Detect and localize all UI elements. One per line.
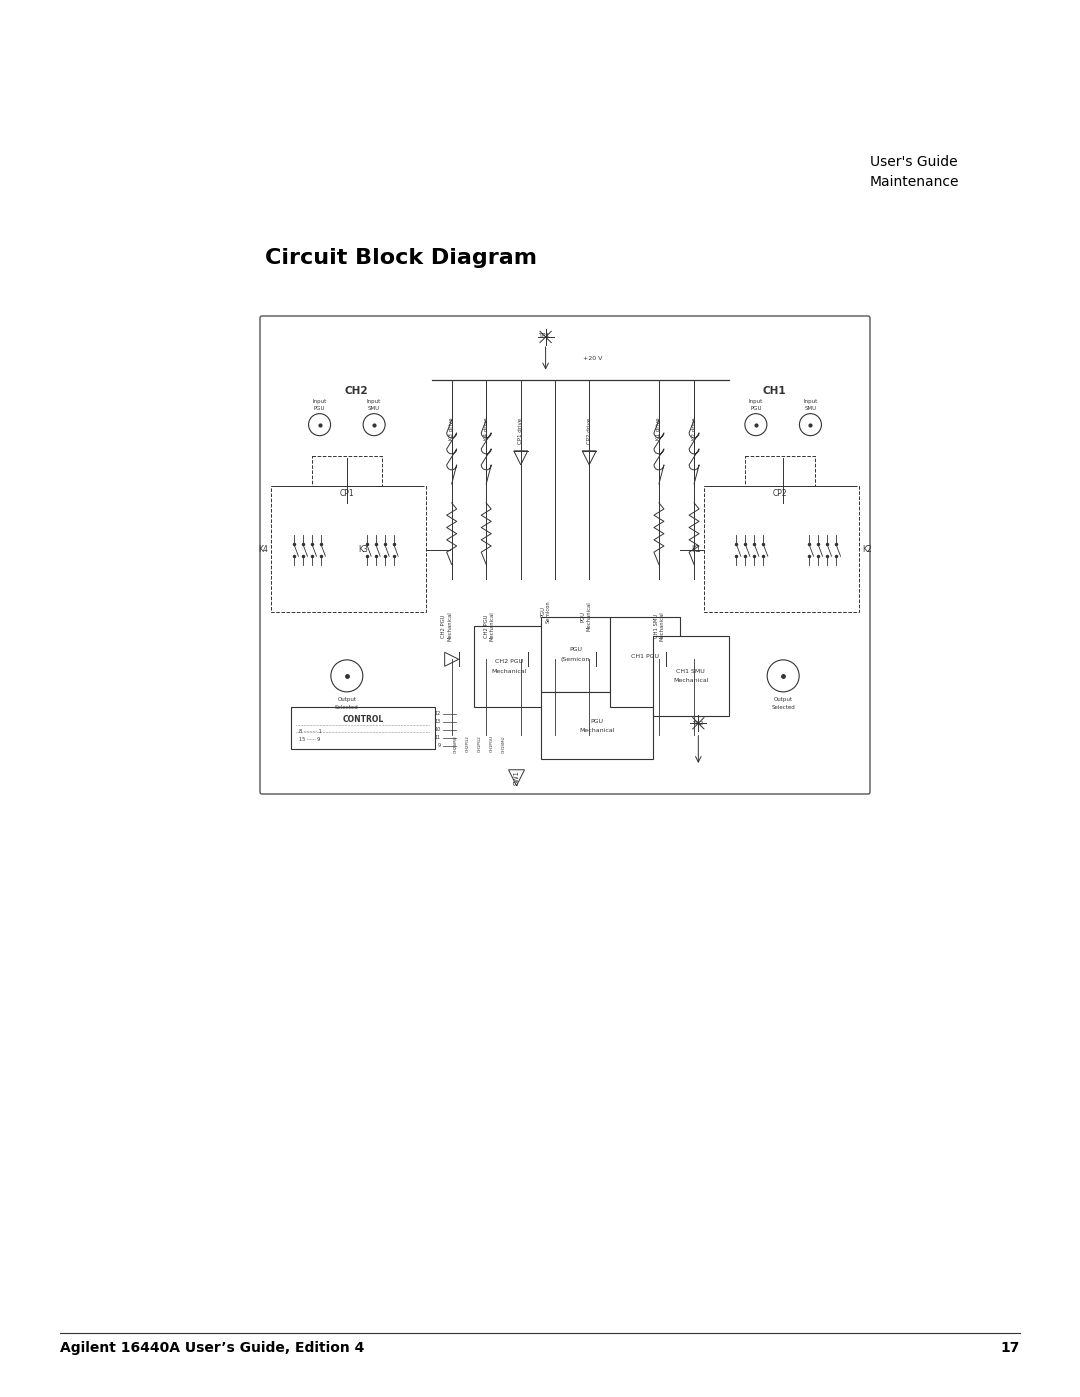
Text: Input: Input	[748, 398, 762, 404]
Bar	[312, 457, 382, 521]
Text: Circuit Block Diagram: Circuit Block Diagram	[265, 249, 537, 268]
Text: K1: K1	[691, 545, 701, 553]
Text: Mechanical: Mechanical	[579, 728, 615, 733]
Text: K4 drive: K4 drive	[484, 418, 489, 440]
Text: (Semicon: (Semicon	[561, 657, 591, 662]
Text: PGU: PGU	[591, 719, 604, 724]
Text: CP1 drive: CP1 drive	[518, 418, 524, 444]
Text: CH2 PGU
Mechanical: CH2 PGU Mechanical	[442, 612, 453, 641]
Text: Maintenance: Maintenance	[870, 175, 959, 189]
Text: Input: Input	[312, 398, 326, 404]
Text: Input: Input	[804, 398, 818, 404]
Text: CH2 PGU: CH2 PGU	[495, 659, 523, 664]
Text: 11: 11	[434, 735, 441, 740]
Text: TP1: TP1	[539, 334, 551, 338]
Text: PGU: PGU	[569, 647, 582, 652]
Text: CH1: CH1	[762, 387, 786, 397]
Bar	[541, 616, 610, 693]
Text: Output: Output	[337, 697, 356, 701]
Text: CONTROL: CONTROL	[342, 715, 383, 724]
Text: CH1SMU: CH1SMU	[502, 735, 505, 753]
Text: TP2: TP2	[692, 721, 704, 726]
Bar	[610, 616, 680, 707]
Text: 9: 9	[437, 743, 441, 749]
Bar	[541, 693, 653, 759]
Text: K4: K4	[258, 545, 268, 553]
Text: CH2PG2: CH2PG2	[465, 735, 470, 752]
Text: Input: Input	[367, 398, 381, 404]
Text: 17: 17	[1001, 1341, 1020, 1355]
Text: Mechanical: Mechanical	[491, 669, 527, 673]
Bar	[704, 486, 859, 612]
Text: Mechanical: Mechanical	[673, 679, 708, 683]
Text: CH2SMU: CH2SMU	[454, 735, 458, 753]
Text: K2: K2	[862, 545, 872, 553]
Text: K1 drive: K1 drive	[657, 418, 661, 440]
FancyBboxPatch shape	[260, 316, 870, 793]
Bar	[745, 457, 815, 521]
Text: 12: 12	[434, 711, 441, 717]
Text: SMU: SMU	[368, 405, 380, 411]
Text: K3 drive: K3 drive	[449, 418, 455, 440]
Text: 15 ······ 9: 15 ······ 9	[299, 736, 321, 742]
Text: 8 ········· 1: 8 ········· 1	[299, 729, 322, 733]
Text: Selected: Selected	[771, 705, 795, 710]
Text: CP2: CP2	[773, 489, 787, 499]
Text: PGU
Mechanical: PGU Mechanical	[581, 602, 592, 631]
Text: Output: Output	[773, 697, 793, 701]
Text: K3: K3	[359, 545, 368, 553]
Text: CH1PG2: CH1PG2	[478, 735, 482, 752]
Text: SW1: SW1	[513, 770, 519, 785]
Text: 13: 13	[434, 719, 441, 724]
Text: CP1: CP1	[339, 489, 354, 499]
Text: CH1 SMU
Mechanical: CH1 SMU Mechanical	[653, 612, 664, 641]
Text: PGU
Semicon: PGU Semicon	[540, 601, 551, 623]
Text: CH1 PGU: CH1 PGU	[632, 654, 659, 659]
Text: CH1PGU: CH1PGU	[490, 735, 494, 752]
Text: PGU: PGU	[314, 405, 325, 411]
Text: CH1 SMU: CH1 SMU	[676, 669, 705, 675]
Text: +20 V: +20 V	[583, 356, 603, 360]
Text: User's Guide: User's Guide	[870, 155, 958, 169]
Text: 10: 10	[434, 728, 441, 732]
Text: Selected: Selected	[335, 705, 359, 710]
Text: CH2 PGU
Mechanical: CH2 PGU Mechanical	[484, 612, 495, 641]
Bar	[474, 626, 544, 707]
Bar	[292, 707, 435, 749]
Text: K2 drive: K2 drive	[691, 418, 697, 440]
Text: Agilent 16440A User’s Guide, Edition 4: Agilent 16440A User’s Guide, Edition 4	[60, 1341, 364, 1355]
Text: CP2 drive: CP2 drive	[586, 418, 592, 444]
Bar	[271, 486, 426, 612]
Text: SMU: SMU	[805, 405, 816, 411]
Text: CH2: CH2	[345, 387, 368, 397]
Bar	[653, 636, 729, 717]
Text: PGU: PGU	[751, 405, 761, 411]
